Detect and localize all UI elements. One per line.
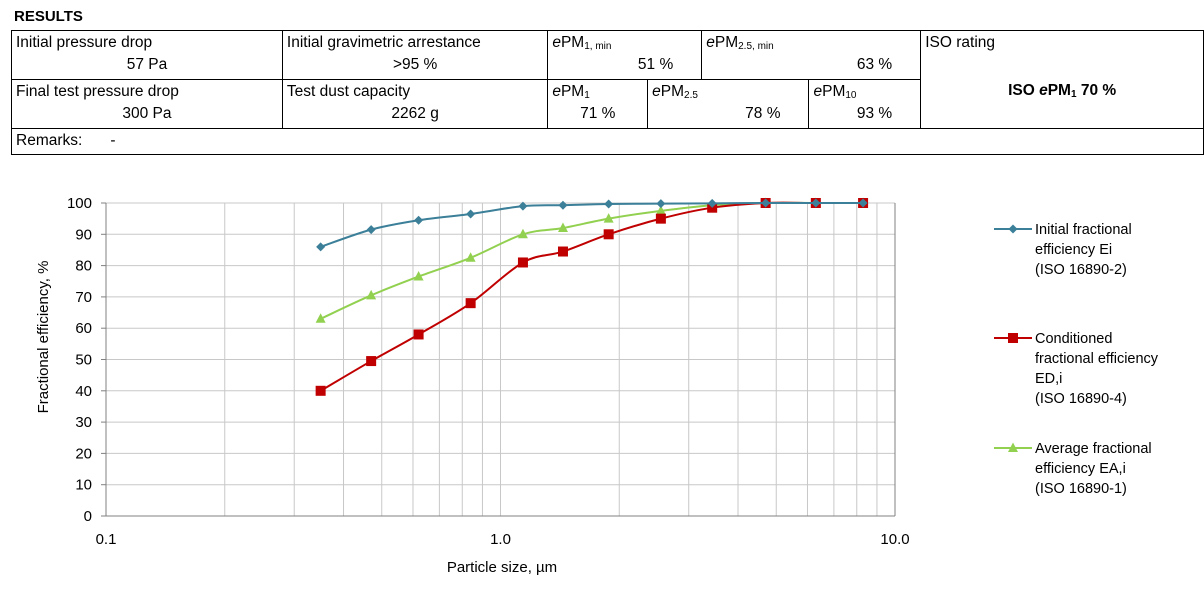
test-dust-capacity-label: Test dust capacity	[286, 83, 411, 100]
x-tick-label: 1.0	[490, 531, 511, 548]
test-dust-capacity-value: 2262 g	[391, 105, 439, 122]
data-point-2	[557, 222, 568, 233]
legend-entry-2: efficiency EA,i	[1035, 461, 1126, 477]
data-point-0	[518, 201, 528, 211]
legend-entry-1: Conditioned	[1035, 331, 1112, 347]
data-point-0	[466, 209, 476, 219]
y-tick-label: 0	[84, 508, 92, 525]
data-point-0	[656, 199, 666, 209]
results-table: Initial pressure drop 57 Pa Initial grav…	[11, 30, 1204, 155]
x-tick-label: 10.0	[880, 531, 909, 548]
initial-pressure-drop-cell: Initial pressure drop 57 Pa	[11, 30, 283, 80]
y-tick-label: 90	[75, 226, 92, 243]
epm10-label: ePM10	[813, 83, 857, 101]
chart-series	[315, 197, 869, 396]
results-title: RESULTS	[14, 8, 83, 25]
iso-rating-value-cell: ISO ePM1 70 %	[920, 79, 1204, 129]
epm25-label: ePM2.5	[652, 83, 698, 101]
legend-entry-2: (ISO 16890-1)	[1035, 481, 1127, 497]
legend-entry-0: efficiency Ei	[1035, 242, 1112, 258]
initial-pressure-drop-value: 57 Pa	[126, 56, 168, 73]
data-point-1	[655, 213, 666, 224]
legend-entry-2: Average fractional	[1035, 441, 1152, 457]
chart-legend: Initial fractional efficiency Ei (ISO 1689…	[994, 222, 1159, 497]
y-tick-label: 80	[75, 258, 92, 275]
data-point-0	[366, 225, 376, 235]
data-point-2	[603, 213, 614, 223]
chart-grid	[106, 202, 895, 516]
iso-rating-label-cell: ISO rating	[920, 30, 1204, 80]
data-point-0	[604, 199, 614, 209]
epm1-label: ePM1	[552, 83, 590, 101]
initial-pressure-drop-label: Initial pressure drop	[16, 34, 153, 51]
data-point-0	[558, 200, 568, 210]
y-tick-label: 40	[75, 383, 92, 400]
final-test-pressure-drop-cell: Final test pressure drop 300 Pa	[11, 79, 283, 129]
test-dust-capacity-cell: Test dust capacity 2262 g	[281, 79, 549, 129]
data-point-2	[655, 205, 666, 215]
y-tick-label: 10	[75, 477, 92, 494]
epm25-min-value: 63 %	[856, 56, 893, 73]
y-tick-label: 30	[75, 414, 92, 431]
legend-marker-1	[1008, 333, 1018, 343]
y-tick-label: 70	[75, 289, 92, 306]
epm1-value: 71 %	[580, 105, 616, 122]
data-point-0	[316, 242, 326, 252]
y-tick-label: 100	[67, 195, 92, 212]
data-point-2	[413, 271, 424, 281]
data-point-0	[761, 198, 771, 208]
data-point-1	[517, 257, 528, 268]
data-point-0	[414, 215, 424, 225]
remarks-cell: Remarks: -	[11, 128, 1204, 155]
data-point-2	[315, 313, 326, 323]
data-point-0	[707, 198, 717, 208]
epm10-value: 93 %	[856, 105, 893, 122]
legend-entry-1: (ISO 16890-4)	[1035, 391, 1127, 407]
chart-axes	[101, 202, 896, 517]
epm25-value: 78 %	[745, 105, 781, 122]
data-point-1	[413, 329, 424, 340]
epm10-cell: ePM10 93 %	[808, 79, 922, 129]
epm1-min-value: 51 %	[637, 56, 674, 73]
series-line-2	[320, 201, 864, 320]
legend-entry-0: Initial fractional	[1035, 222, 1132, 238]
legend-entry-0: (ISO 16890-2)	[1035, 262, 1127, 278]
epm25-min-label: ePM2.5, min	[706, 34, 774, 52]
initial-gravimetric-arrestance-label: Initial gravimetric arrestance	[286, 34, 481, 51]
data-point-1	[315, 385, 326, 396]
legend-entry-1: ED,i	[1035, 371, 1062, 387]
y-tick-label: 20	[75, 445, 92, 462]
final-test-pressure-drop-label: Final test pressure drop	[16, 83, 179, 100]
data-point-1	[557, 246, 568, 257]
data-point-0	[858, 198, 868, 208]
epm1-min-label: ePM1, min	[552, 34, 612, 52]
y-tick-label: 50	[75, 352, 92, 369]
iso-rating-value: ISO ePM1 70 %	[1008, 81, 1117, 100]
remarks-label: Remarks:	[16, 132, 83, 149]
data-point-1	[366, 356, 377, 367]
x-axis-label: Particle size, µm	[447, 559, 557, 576]
data-point-0	[811, 198, 821, 208]
iso-rating-label: ISO rating	[925, 34, 995, 51]
epm1-cell: ePM1 71 %	[547, 79, 649, 129]
y-axis-label: Fractional efficiency, %	[35, 261, 52, 414]
data-point-2	[366, 289, 377, 300]
legend-marker-0	[1008, 224, 1018, 234]
data-point-2	[465, 252, 476, 262]
final-test-pressure-drop-value: 300 Pa	[122, 105, 172, 122]
data-point-2	[517, 228, 528, 239]
data-point-1	[603, 229, 614, 240]
remarks-value: -	[110, 132, 116, 149]
legend-entry-1: fractional efficiency	[1035, 351, 1159, 367]
x-tick-label: 0.1	[96, 531, 117, 548]
initial-gravimetric-arrestance-value: >95 %	[392, 56, 438, 73]
chart-tick-labels: 0 10 20 30 40 50 60 70 80 90 100 0.1 1.0 10.0	[67, 195, 910, 548]
legend-marker-2	[1008, 442, 1018, 452]
data-point-1	[465, 298, 476, 309]
epm25-cell: ePM2.5 78 %	[647, 79, 810, 129]
y-tick-label: 60	[75, 320, 92, 337]
